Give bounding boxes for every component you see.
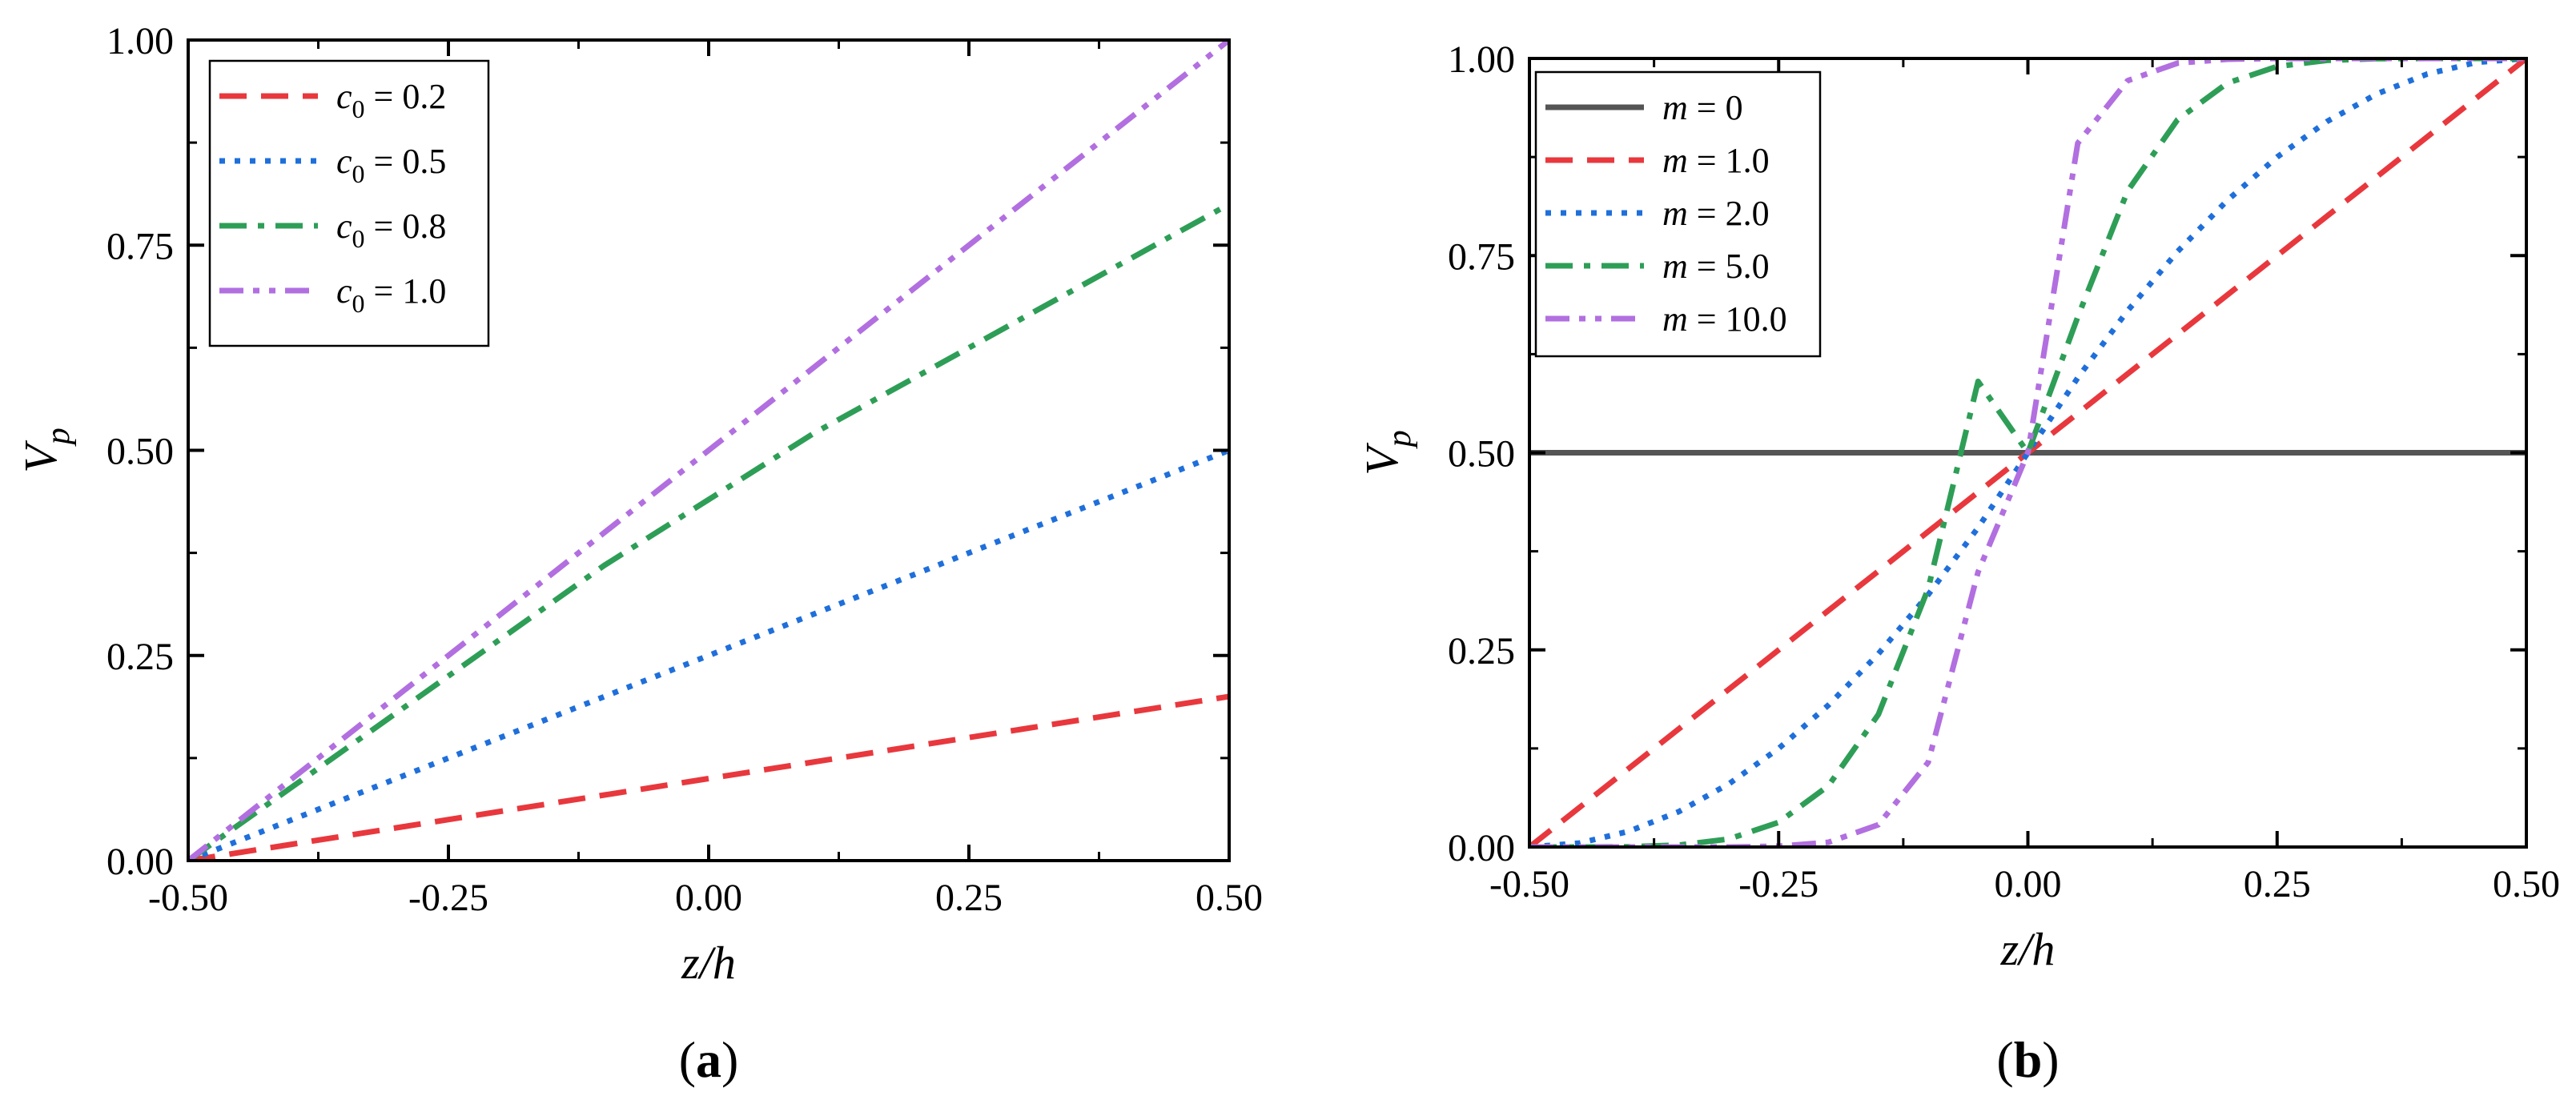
- legend-value: = 0.2: [365, 77, 447, 116]
- y-tick-label: 0.50: [106, 431, 174, 473]
- legend-label-3: m = 2.0: [1662, 194, 1770, 233]
- series-line-2: [188, 448, 1229, 861]
- panel-label: (a): [679, 1031, 739, 1088]
- legend-value: = 0: [1688, 88, 1743, 127]
- legend-var: c: [336, 77, 352, 116]
- legend-value: = 1.0: [1688, 141, 1770, 180]
- legend-value: = 0.5: [365, 142, 447, 181]
- panel-label-letter: b: [2014, 1031, 2043, 1088]
- legend-value: = 2.0: [1688, 194, 1770, 233]
- y-axis-title: Vp: [1356, 430, 1418, 475]
- y-tick-label: 1.00: [1448, 38, 1515, 81]
- x-axis-title: z/h: [681, 937, 736, 989]
- legend-label-4: m = 5.0: [1662, 247, 1770, 286]
- chart-panel-b: -0.50 -0.25 0.00 0.25 0.50 0.00 0.25 0.50 0.75 1.…: [1356, 38, 2560, 1088]
- y-axis-title-main: V: [14, 440, 66, 473]
- series-group: [188, 40, 1229, 861]
- legend-var: c: [336, 207, 352, 246]
- legend-box: [1534, 70, 1822, 358]
- legend-label-3: c0 = 0.8: [336, 207, 446, 253]
- legend-sub: 0: [352, 289, 365, 318]
- panel-label-close: ): [2042, 1031, 2059, 1088]
- y-axis-title-main: V: [1356, 442, 1408, 476]
- y-tick-label: 0.25: [1448, 630, 1515, 672]
- legend-sub: 0: [352, 224, 365, 253]
- legend-var: c: [336, 271, 352, 311]
- panel-label-open: (: [679, 1031, 696, 1088]
- x-tick-label: 0.25: [935, 877, 1003, 919]
- legend-var: m: [1662, 194, 1688, 233]
- legend-sub: 0: [352, 159, 365, 188]
- legend-value: = 0.8: [365, 207, 447, 246]
- x-axis-title: z/h: [2000, 923, 2056, 975]
- x-tick-label: -0.50: [1489, 863, 1569, 905]
- y-tick-label: 0.00: [1448, 827, 1515, 869]
- legend-var: m: [1662, 247, 1688, 286]
- series-line-5: [1529, 58, 2526, 847]
- x-tick-label: 0.25: [2244, 863, 2311, 905]
- y-tick-label: 0.75: [1448, 235, 1515, 278]
- y-axis-title-sub: p: [40, 428, 77, 447]
- legend-var: m: [1662, 88, 1688, 127]
- legend: m = 0m = 1.0m = 2.0m = 5.0m = 10.0: [1534, 70, 1822, 358]
- legend-var: c: [336, 142, 352, 181]
- legend-value: = 5.0: [1688, 247, 1770, 286]
- legend-var: m: [1662, 141, 1688, 180]
- x-tick-label: -0.25: [408, 877, 488, 919]
- series-line-4: [188, 40, 1229, 861]
- legend-var: m: [1662, 299, 1688, 339]
- panel-label-open: (: [1996, 1031, 2013, 1088]
- series-line-1: [188, 693, 1229, 861]
- chart-panel-a: -0.50 -0.25 0.00 0.25 0.50 0.00 0.25 0.50 0.75 1.…: [14, 20, 1263, 1088]
- legend: c0 = 0.2c0 = 0.5c0 = 0.8c0 = 1.0: [208, 59, 490, 347]
- legend-label-2: c0 = 0.5: [336, 142, 446, 188]
- x-tick-label: 0.50: [1196, 877, 1263, 919]
- legend-sub: 0: [352, 94, 365, 123]
- y-tick-label: 0.50: [1448, 433, 1515, 476]
- y-axis-title: Vp: [14, 428, 77, 472]
- y-axis-title-sub: p: [1381, 430, 1418, 449]
- x-tick-label: 0.50: [2493, 863, 2560, 905]
- panel-label: (b): [1996, 1031, 2059, 1088]
- y-tick-label: 0.00: [106, 841, 174, 883]
- legend-label-2: m = 1.0: [1662, 141, 1770, 180]
- x-tick-label: -0.50: [148, 877, 228, 919]
- legend-label-1: m = 0: [1662, 88, 1743, 127]
- panel-label-close: ): [721, 1031, 738, 1088]
- x-tick-label: 0.00: [675, 877, 742, 919]
- x-tick-label: 0.00: [1995, 863, 2062, 905]
- legend-value: = 1.0: [365, 271, 447, 311]
- legend-box: [208, 59, 490, 347]
- panel-label-letter: a: [696, 1031, 721, 1088]
- legend-label-1: c0 = 0.2: [336, 77, 446, 123]
- series-line-3: [188, 201, 1229, 861]
- legend-value: = 10.0: [1688, 299, 1787, 339]
- y-tick-label: 1.00: [106, 20, 174, 62]
- legend-label-5: m = 10.0: [1662, 299, 1787, 339]
- y-tick-label: 0.25: [106, 636, 174, 678]
- legend-label-4: c0 = 1.0: [336, 271, 446, 318]
- y-tick-label: 0.75: [106, 225, 174, 267]
- x-tick-label: -0.25: [1738, 863, 1818, 905]
